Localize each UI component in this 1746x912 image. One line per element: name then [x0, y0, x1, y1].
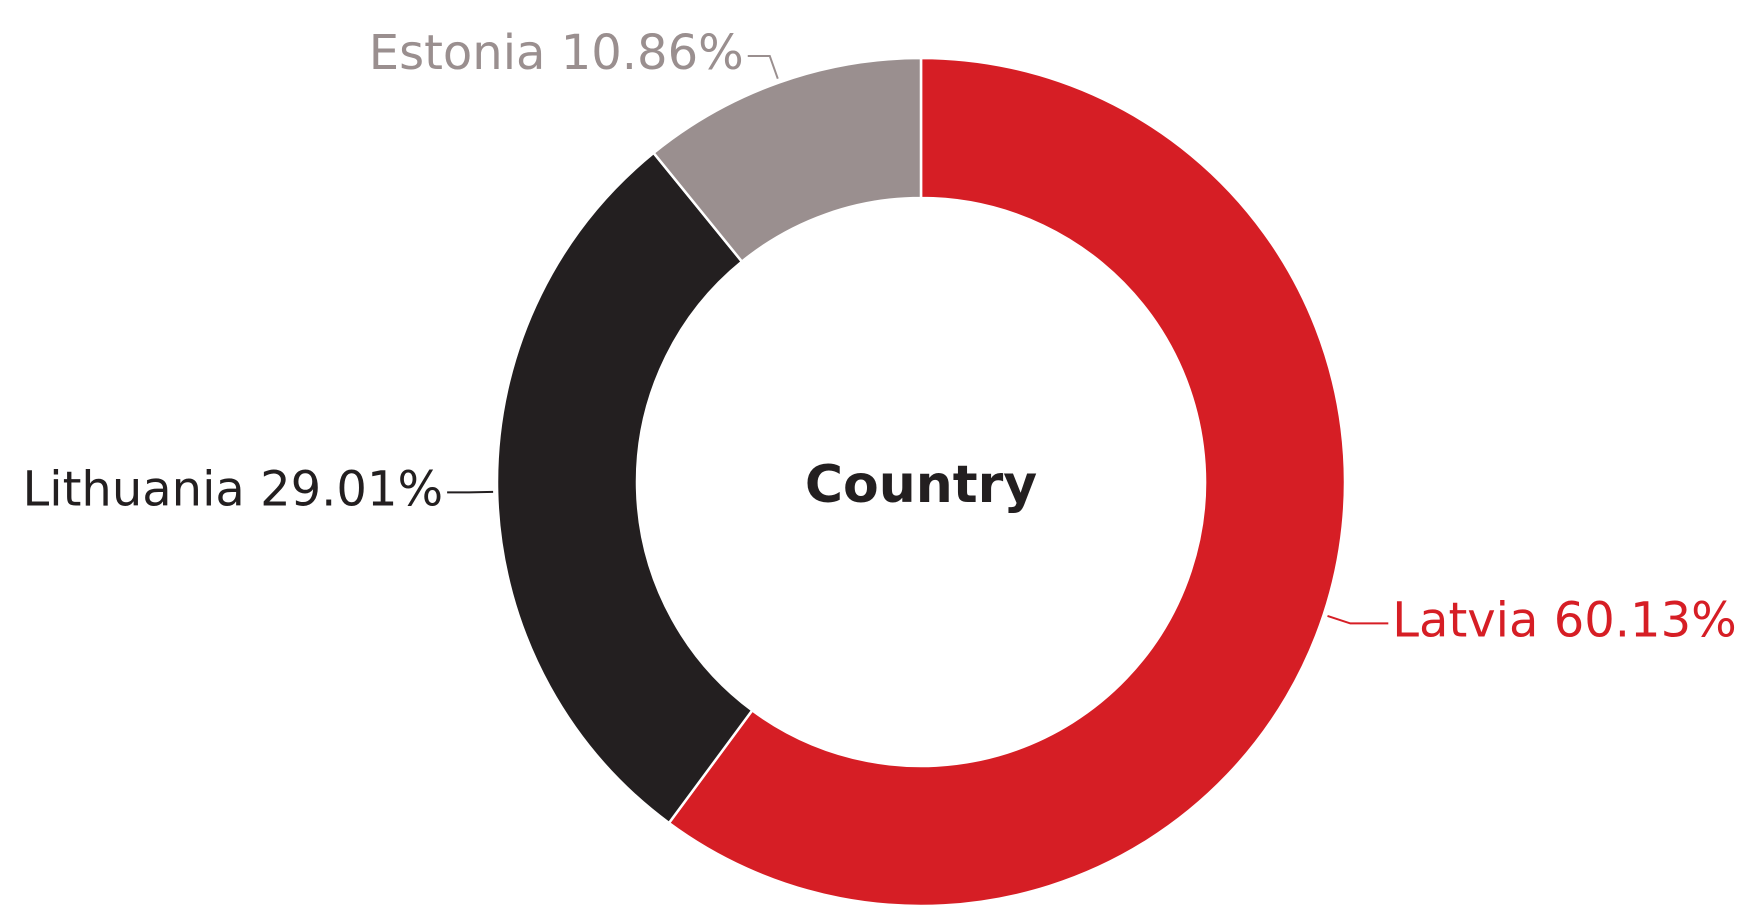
leader-line-latvia [1327, 614, 1389, 625]
leader-line-lithuania [447, 490, 494, 494]
slice-label-estonia: Estonia 10.86% [369, 25, 744, 81]
donut-slice-latvia [667, 56, 1347, 908]
leader-lines-layer [447, 55, 1389, 625]
slice-label-latvia: Latvia 60.13% [1392, 592, 1736, 648]
donut-slice-lithuania [495, 151, 754, 825]
donut-slice-estonia [651, 56, 923, 264]
slice-label-lithuania: Lithuania 29.01% [23, 461, 444, 517]
slices-layer [495, 56, 1347, 908]
slice-labels-layer: Latvia 60.13% Lithuania 29.01% Estonia 10.… [23, 25, 1737, 648]
center-title: Country [805, 455, 1037, 515]
leader-line-estonia [747, 55, 779, 80]
